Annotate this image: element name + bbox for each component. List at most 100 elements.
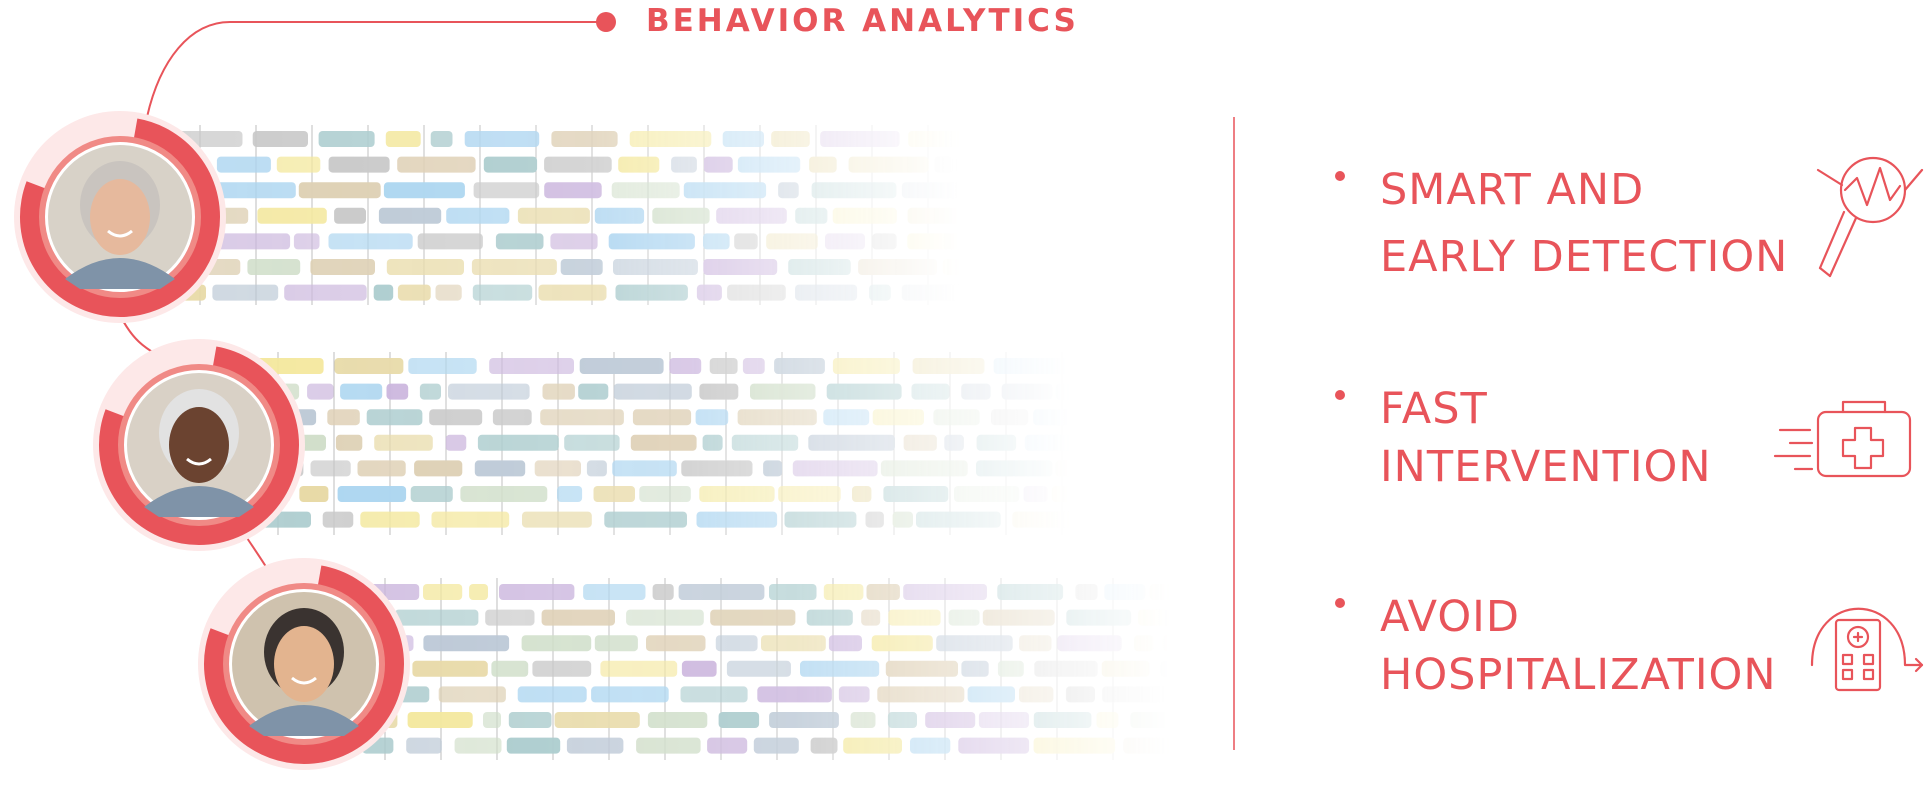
activity-bar <box>1055 460 1082 477</box>
activity-bar <box>731 434 799 451</box>
activity-bar <box>810 737 838 754</box>
activity-bar <box>334 358 404 374</box>
activity-bar <box>454 737 502 754</box>
activity-bar <box>1001 383 1053 400</box>
avatar-smile <box>186 457 212 466</box>
activity-bar <box>410 486 453 502</box>
avatar-body <box>65 258 175 289</box>
activity-timeline <box>160 125 1018 311</box>
activity-bar <box>412 660 488 677</box>
activity-bar <box>788 259 851 275</box>
activity-bar <box>423 584 463 600</box>
activity-bar <box>334 207 366 224</box>
activity-bar <box>632 409 692 426</box>
avatar-body <box>249 705 359 736</box>
activity-bar <box>978 712 1029 728</box>
activity-bar <box>652 207 710 224</box>
activity-bar <box>1019 686 1054 703</box>
activity-bar <box>1123 737 1174 754</box>
avatar-body <box>144 486 254 517</box>
avatar-ring <box>99 345 299 545</box>
activity-bar <box>869 284 891 301</box>
activity-bar <box>761 635 826 652</box>
benefit-text: FAST <box>1380 384 1488 434</box>
activity-bar <box>778 182 799 199</box>
activity-bar <box>1130 712 1208 728</box>
activity-bar <box>212 284 279 301</box>
activity-bar <box>473 182 540 199</box>
activity-bar <box>976 434 1017 451</box>
activity-bar <box>942 259 1009 275</box>
activity-bar <box>880 460 968 477</box>
activity-timeline <box>346 578 1243 764</box>
activity-bar <box>718 712 760 728</box>
activity-bar <box>508 712 552 728</box>
activity-bar <box>394 609 479 626</box>
activity-bar <box>769 584 817 600</box>
activity-bar <box>734 233 758 250</box>
activity-bar <box>1023 486 1048 502</box>
activity-bar <box>564 434 620 451</box>
activity-bar <box>936 635 1013 652</box>
activity-bar <box>216 156 271 173</box>
activity-bar <box>340 383 383 400</box>
activity-bar <box>958 737 1030 754</box>
activity-bar <box>1034 660 1098 677</box>
activity-bar <box>483 156 538 173</box>
activity-bar <box>832 207 897 224</box>
activity-bar <box>1075 584 1098 600</box>
activity-bar <box>823 584 864 600</box>
activity-bar <box>551 131 618 147</box>
activity-bar <box>778 486 841 502</box>
activity-bar <box>737 409 817 426</box>
activity-bar <box>540 409 624 426</box>
activity-bar <box>1012 511 1095 528</box>
activity-bar <box>307 383 334 400</box>
activity-bar <box>618 156 660 173</box>
hospital-icon <box>1810 607 1924 692</box>
activity-bar <box>438 686 506 703</box>
activity-bar <box>593 486 635 502</box>
activity-bar <box>956 156 1018 173</box>
activity-bar <box>784 511 857 528</box>
activity-bar <box>727 284 786 301</box>
activity-bar <box>647 712 708 728</box>
activity-bar <box>892 511 913 528</box>
activity-bar <box>544 156 612 173</box>
activity-bar <box>753 737 799 754</box>
activity-bar <box>284 284 367 301</box>
activity-bar <box>299 486 329 502</box>
activity-bar <box>703 156 733 173</box>
activity-bar <box>1162 635 1183 652</box>
activity-bar <box>871 635 933 652</box>
activity-bar <box>825 233 865 250</box>
activity-bar <box>357 460 406 477</box>
activity-bar <box>737 156 801 173</box>
intervention-icon <box>1773 400 1912 478</box>
activity-bar <box>611 182 680 199</box>
activity-bar <box>419 383 441 400</box>
activity-bar <box>910 737 951 754</box>
activity-bar <box>495 233 544 250</box>
activity-bar <box>1138 609 1220 626</box>
activity-bar <box>517 207 590 224</box>
activity-bar <box>702 434 723 451</box>
avatar-ring <box>204 564 404 764</box>
activity-bar <box>771 131 810 147</box>
activity-bar <box>310 259 375 275</box>
activity-bar <box>997 584 1064 600</box>
activity-bar <box>483 712 501 728</box>
activity-bar <box>591 686 669 703</box>
activity-bar <box>383 182 465 199</box>
activity-bar <box>293 233 320 250</box>
bullet <box>1335 171 1345 181</box>
activity-bar <box>832 358 900 374</box>
activity-bar <box>722 131 764 147</box>
activity-bar <box>820 131 900 147</box>
connector-dot <box>596 12 616 32</box>
activity-bar <box>1033 737 1116 754</box>
activity-bar <box>646 635 706 652</box>
activity-bar <box>993 358 1068 374</box>
activity-bar <box>908 131 962 147</box>
activity-bar <box>678 584 765 600</box>
